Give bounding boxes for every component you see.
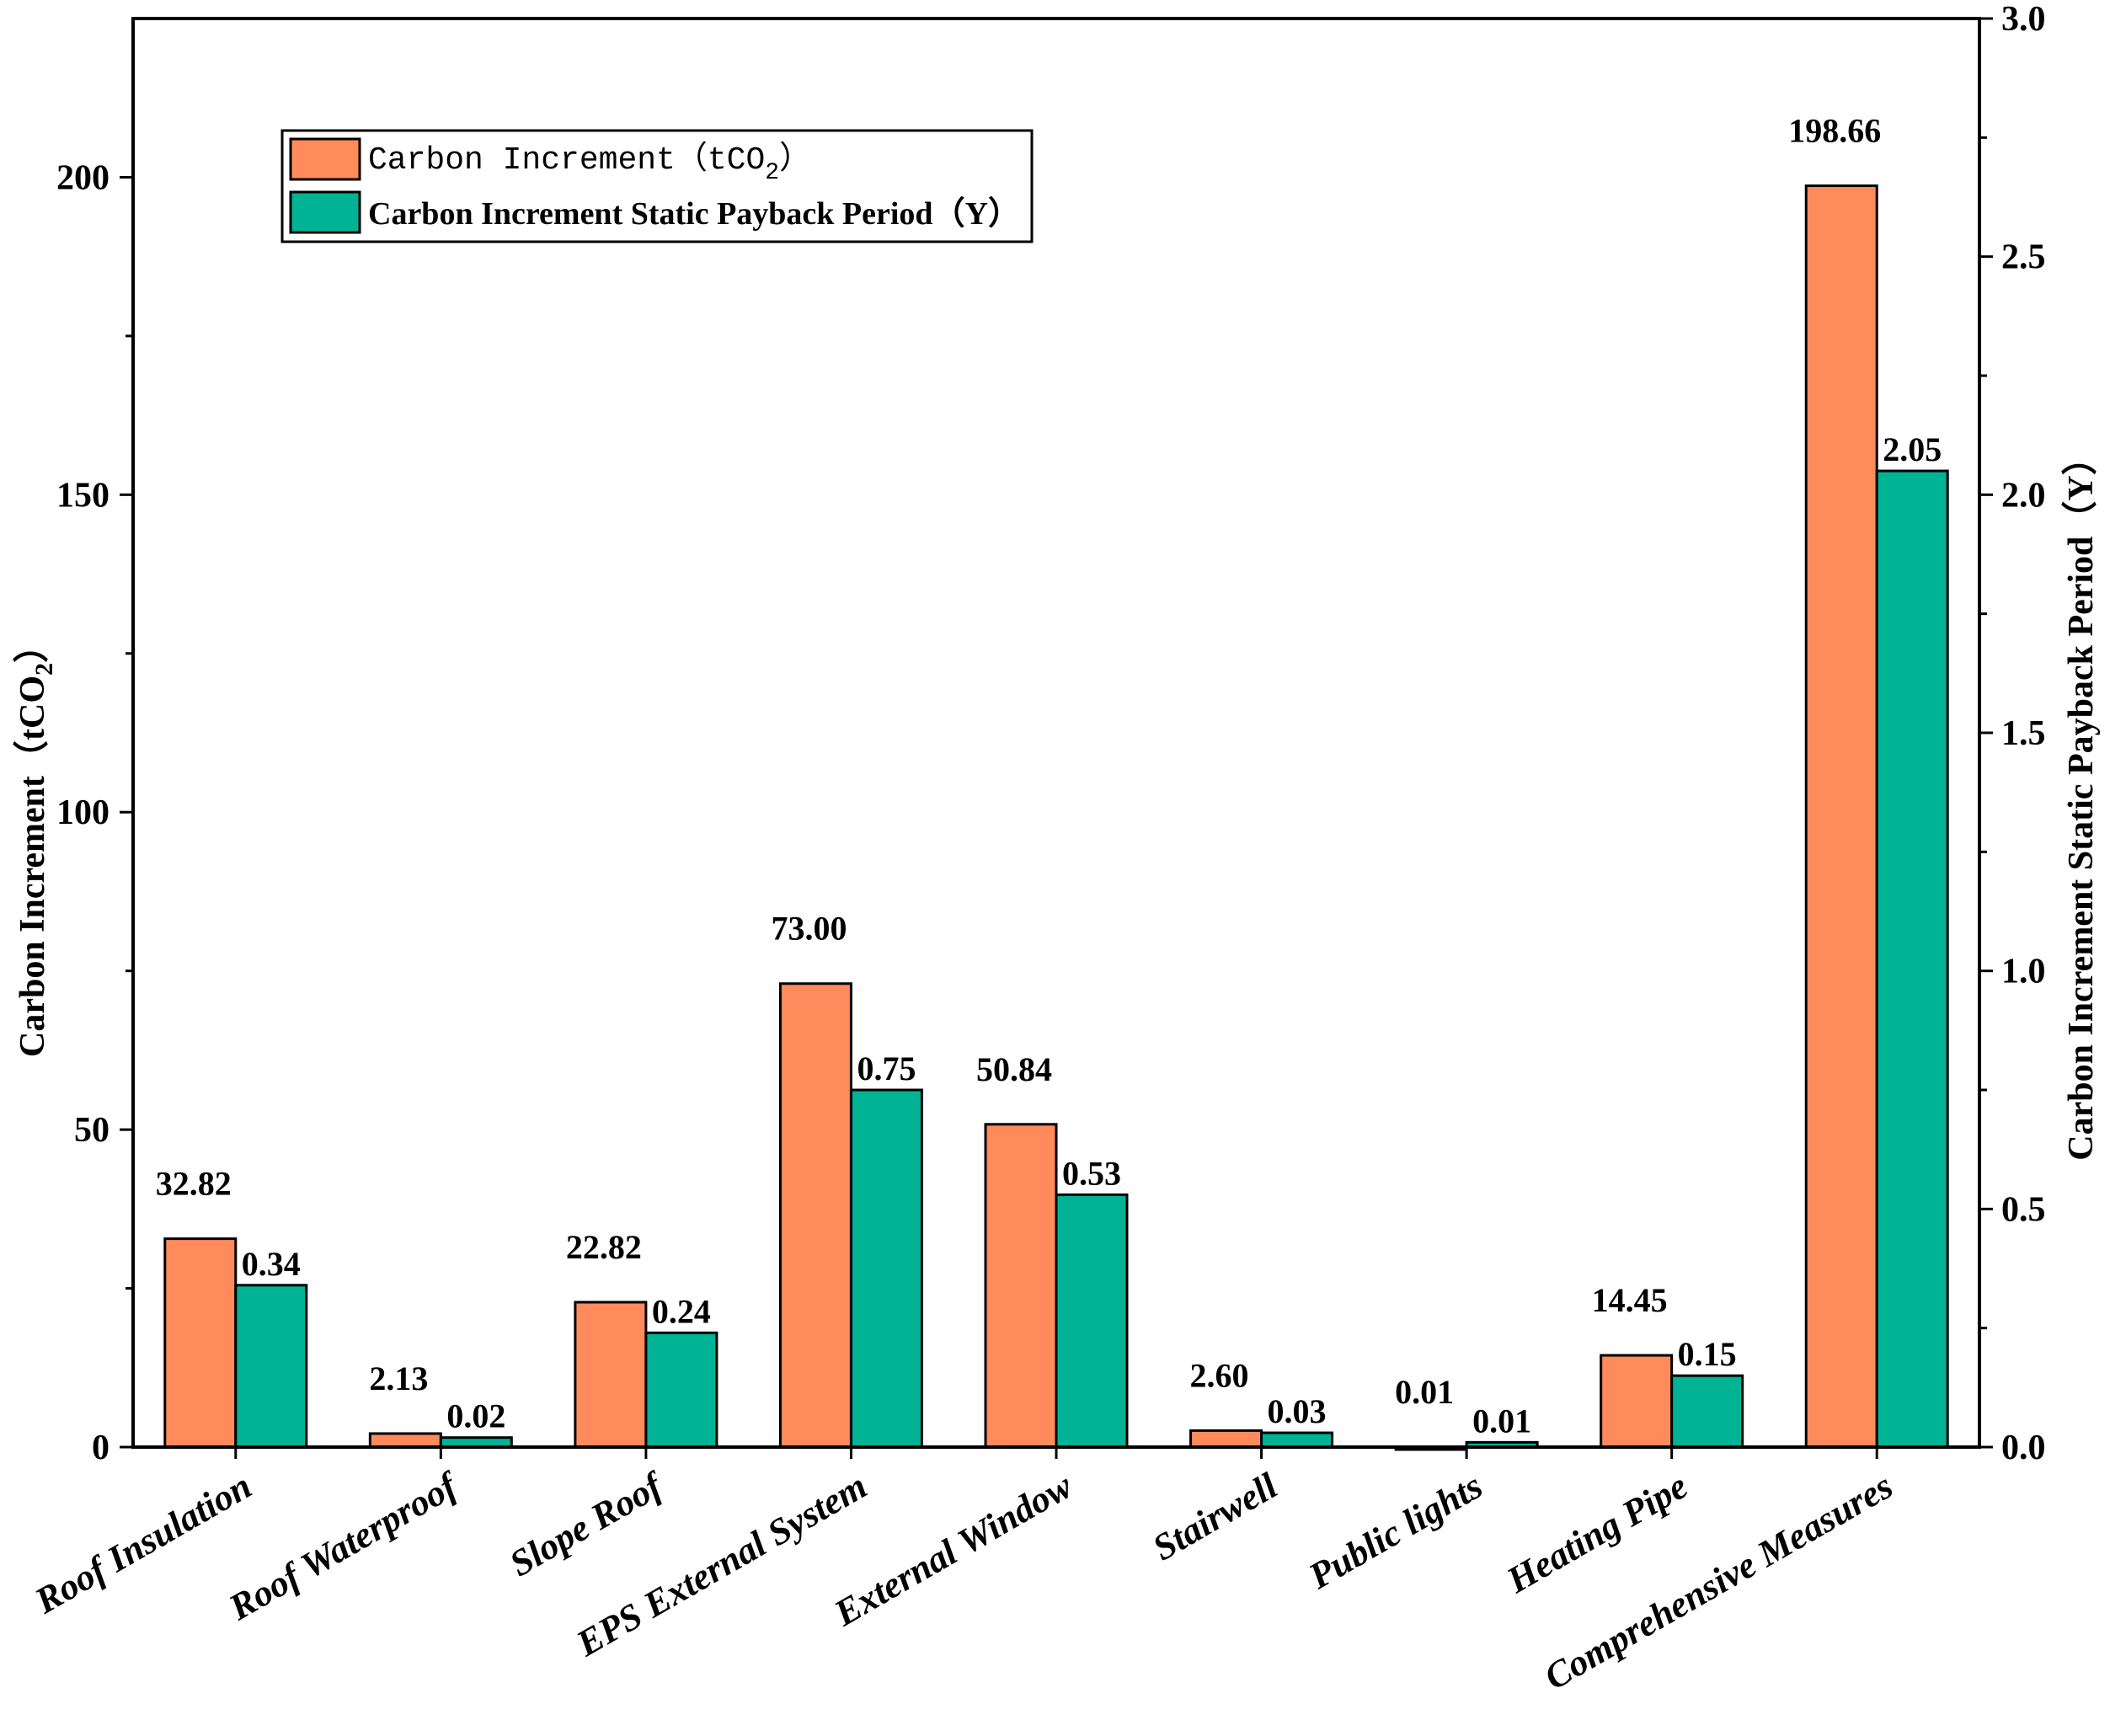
bar-payback-period	[1875, 469, 1949, 1449]
data-label-payback-period: 2.05	[1883, 430, 1942, 468]
right-axis-title: Carbon Increment Static Payback Period（Y…	[2061, 440, 2101, 1160]
legend: Carbon Increment（tCO2） Carbon Increment …	[280, 129, 1034, 243]
data-labels: 32.82 0.34 2.13 0.02 22.82 0.24 73.00 0.75 50.84…	[156, 112, 1942, 1440]
bar-carbon-increment	[1600, 1354, 1674, 1449]
bar-carbon-increment	[984, 1123, 1058, 1449]
data-label-carbon-increment: 73.00	[771, 910, 847, 948]
payback-period-bars	[234, 469, 1949, 1449]
category-label: Stairwell	[1146, 1465, 1285, 1569]
right-tick-label: 0.5	[2001, 1190, 2046, 1229]
left-tick-label: 100	[56, 793, 110, 832]
bar-carbon-increment	[1189, 1429, 1263, 1449]
right-tick-label: 2.5	[2001, 238, 2046, 277]
bar-carbon-increment	[778, 982, 852, 1449]
category-label: Roof Waterproof	[222, 1463, 467, 1628]
left-axis-title: Carbon Increment（tCO2）	[13, 628, 58, 1057]
data-label-carbon-increment: 14.45	[1592, 1281, 1668, 1319]
data-label-carbon-increment: 0.01	[1395, 1373, 1454, 1411]
data-label-payback-period: 0.02	[446, 1397, 505, 1435]
data-label-payback-period: 0.01	[1472, 1402, 1531, 1440]
bar-payback-period	[1670, 1374, 1744, 1449]
carbon-increment-bars	[163, 184, 1878, 1451]
right-axis-ticks: 0.0 0.5 1.0 1.5 2.0 2.5 3.0	[1979, 0, 2046, 1467]
legend-label-carbon-increment: Carbon Increment（tCO2）	[368, 141, 811, 186]
data-label-carbon-increment: 32.82	[156, 1165, 232, 1203]
left-tick-label: 200	[56, 158, 110, 197]
bar-carbon-increment	[574, 1301, 648, 1449]
bar-payback-period	[1260, 1431, 1334, 1449]
data-label-payback-period: 0.53	[1062, 1154, 1121, 1192]
left-tick-label: 50	[74, 1111, 110, 1150]
data-label-payback-period: 0.15	[1678, 1335, 1737, 1373]
data-label-payback-period: 0.24	[652, 1292, 711, 1330]
left-axis-ticks: 0 50 100 150 200	[56, 158, 133, 1467]
legend-label-payback-period: Carbon Increment Static Payback Period（Y…	[368, 196, 1020, 232]
category-label: Roof Insulation	[28, 1465, 259, 1622]
category-label: Heating Pipe	[1499, 1465, 1695, 1601]
right-tick-label: 3.0	[2001, 0, 2046, 39]
data-label-carbon-increment: 50.84	[976, 1050, 1052, 1088]
bar-carbon-increment	[163, 1237, 238, 1449]
right-tick-label: 1.0	[2001, 953, 2046, 991]
right-tick-label: 1.5	[2001, 714, 2046, 753]
bar-carbon-increment	[368, 1432, 442, 1449]
data-label-carbon-increment: 2.60	[1190, 1356, 1249, 1394]
data-label-payback-period: 0.34	[242, 1245, 301, 1283]
legend-swatch-payback-period	[289, 190, 361, 234]
category-label: Slope Roof	[503, 1463, 672, 1584]
left-tick-label: 0	[92, 1429, 110, 1467]
legend-swatch-carbon-increment	[289, 137, 361, 181]
bar-payback-period	[1055, 1193, 1129, 1449]
bar-payback-period	[644, 1331, 718, 1449]
category-label: Comprehensive Measures	[1537, 1465, 1899, 1697]
bar-payback-period	[849, 1088, 923, 1449]
category-label: Public lights	[1301, 1465, 1489, 1597]
right-tick-label: 2.0	[2001, 476, 2046, 515]
data-label-payback-period: 0.75	[857, 1050, 916, 1087]
data-label-payback-period: 0.03	[1268, 1392, 1327, 1430]
legend-box	[280, 129, 1034, 243]
bar-carbon-increment	[1804, 184, 1878, 1449]
left-tick-label: 150	[56, 476, 110, 515]
data-label-carbon-increment: 22.82	[566, 1228, 642, 1266]
data-label-carbon-increment: 198.66	[1788, 112, 1881, 150]
right-tick-label: 0.0	[2001, 1429, 2046, 1467]
bar-payback-period	[234, 1284, 308, 1449]
data-label-carbon-increment: 2.13	[369, 1359, 428, 1397]
